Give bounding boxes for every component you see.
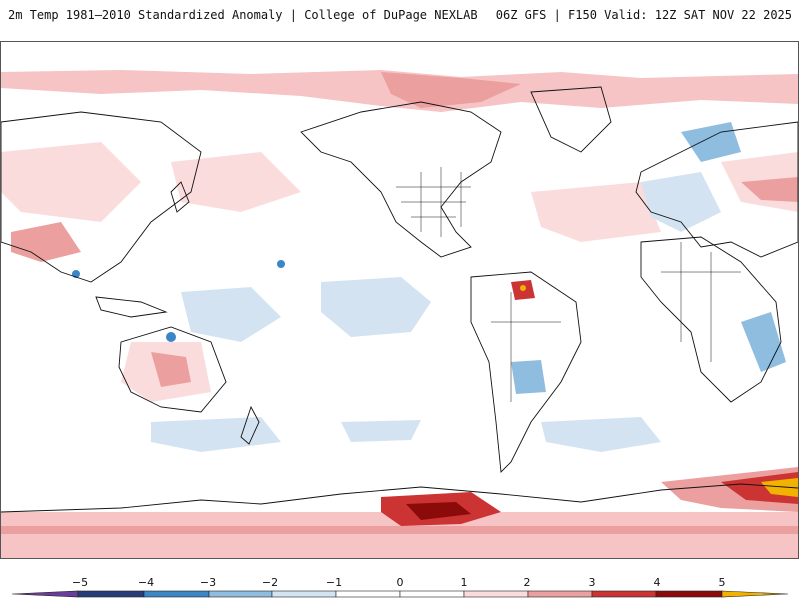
colorbar-segment-1-2	[463, 590, 529, 598]
colorbar-segment-minus1-0	[335, 590, 401, 598]
colorbar-segment-0-1	[399, 590, 465, 598]
colorbar-tick-3: 3	[588, 576, 596, 589]
antarctic-warm-band	[1, 512, 798, 558]
south-america-cold-patch	[511, 360, 546, 394]
colorbar-segment-2-3	[527, 590, 593, 598]
asia-outline	[1, 111, 202, 283]
north-america-outline	[300, 101, 502, 258]
colorbar-svg	[11, 590, 789, 598]
australia-strong-warm	[151, 352, 191, 387]
map-header: 2m Temp 1981–2010 Standardized Anomaly |…	[0, 0, 800, 30]
venezuela-extreme-spot	[520, 285, 526, 291]
colorbar-tick-2: 2	[523, 576, 531, 589]
model-run-info: 06Z GFS | F150 Valid: 12Z SAT NOV 22 202…	[495, 8, 792, 22]
antarctica-outline	[1, 483, 798, 513]
south-america-boundaries	[491, 292, 561, 402]
anomaly-map	[0, 41, 799, 559]
colorbar-tick-minus3: −3	[199, 576, 217, 589]
colorbar-segment-minus5-minus4	[77, 590, 145, 598]
colorbar-tick-0: 0	[396, 576, 404, 589]
indonesia-outline	[95, 296, 168, 318]
africa-outline	[640, 236, 782, 403]
africa-boundaries	[661, 242, 741, 362]
scandinavia-cold-patch	[681, 122, 741, 162]
atlantic-warm-patch	[531, 182, 661, 242]
colorbar-tick-minus2: −2	[261, 576, 279, 589]
greenland-outline	[530, 86, 612, 153]
colorbar-tick-minus4: −4	[137, 576, 155, 589]
australia-outline	[118, 326, 227, 413]
colorbar-segment-minus4-minus3	[143, 590, 210, 598]
south-america-outline	[470, 271, 582, 473]
coastlines	[1, 86, 798, 513]
new-zealand-outline	[240, 405, 260, 445]
colorbar-legend: −5 −4 −3 −2 −1 0 1 2 3 4 5	[0, 570, 800, 600]
colorbar-segment-gt-5	[721, 590, 789, 598]
colorbar-segment-4-5	[655, 590, 723, 598]
europe-cold-patch	[641, 172, 721, 232]
west-pacific-cold-patch	[181, 287, 281, 342]
cold-spot-2	[277, 260, 285, 268]
antarctic-east-hot	[721, 472, 798, 504]
north-pacific-warm-patch	[171, 152, 301, 212]
colorbar-tick-4: 4	[653, 576, 661, 589]
russia-strong-warm	[741, 177, 798, 202]
colorbar-tick-minus1: −1	[325, 576, 343, 589]
colorbar-tick-minus5: −5	[71, 576, 89, 589]
india-warm-anomaly	[11, 222, 81, 262]
antarctic-extreme-yellow	[761, 478, 798, 497]
colorbar-segment-3-4	[591, 590, 657, 598]
map-title: 2m Temp 1981–2010 Standardized Anomaly |…	[8, 8, 478, 22]
asia-warm-patch	[1, 142, 141, 222]
arctic-strong-warm-anomaly	[381, 72, 521, 108]
europe-outline	[635, 121, 798, 258]
antarctic-strong-band	[1, 526, 798, 534]
pacific-cold-patch	[321, 277, 431, 337]
us-state-boundaries	[396, 167, 471, 237]
colorbar-segment-lt-minus5	[11, 590, 79, 598]
east-africa-cold-patch	[741, 312, 786, 372]
colorbar-tick-1: 1	[460, 576, 468, 589]
colorbar-segment-minus2-minus1	[271, 590, 337, 598]
japan-outline	[170, 181, 190, 213]
south-atlantic-cold-patch	[541, 417, 661, 452]
antarctic-extreme-anomaly	[406, 502, 471, 520]
map-canvas	[1, 42, 798, 558]
colorbar-tick-5: 5	[718, 576, 726, 589]
political-boundaries	[396, 167, 741, 402]
cold-spot-1	[166, 332, 176, 342]
colorbar-segment-minus3-minus2	[208, 590, 273, 598]
south-pacific-cold-patch-2	[341, 420, 421, 442]
